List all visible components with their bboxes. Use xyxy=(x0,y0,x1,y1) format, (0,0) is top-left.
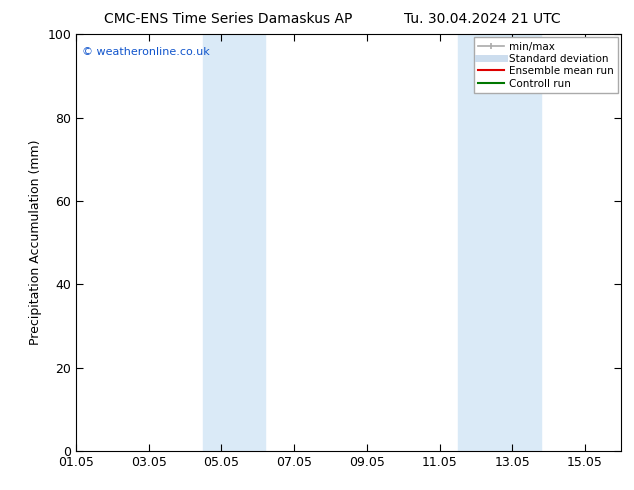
Legend: min/max, Standard deviation, Ensemble mean run, Controll run: min/max, Standard deviation, Ensemble me… xyxy=(474,37,618,93)
Y-axis label: Precipitation Accumulation (mm): Precipitation Accumulation (mm) xyxy=(29,140,42,345)
Bar xyxy=(458,34,541,451)
Text: © weatheronline.co.uk: © weatheronline.co.uk xyxy=(82,47,209,57)
Text: CMC-ENS Time Series Damaskus AP: CMC-ENS Time Series Damaskus AP xyxy=(104,12,353,26)
Bar xyxy=(204,34,265,451)
Text: Tu. 30.04.2024 21 UTC: Tu. 30.04.2024 21 UTC xyxy=(403,12,560,26)
